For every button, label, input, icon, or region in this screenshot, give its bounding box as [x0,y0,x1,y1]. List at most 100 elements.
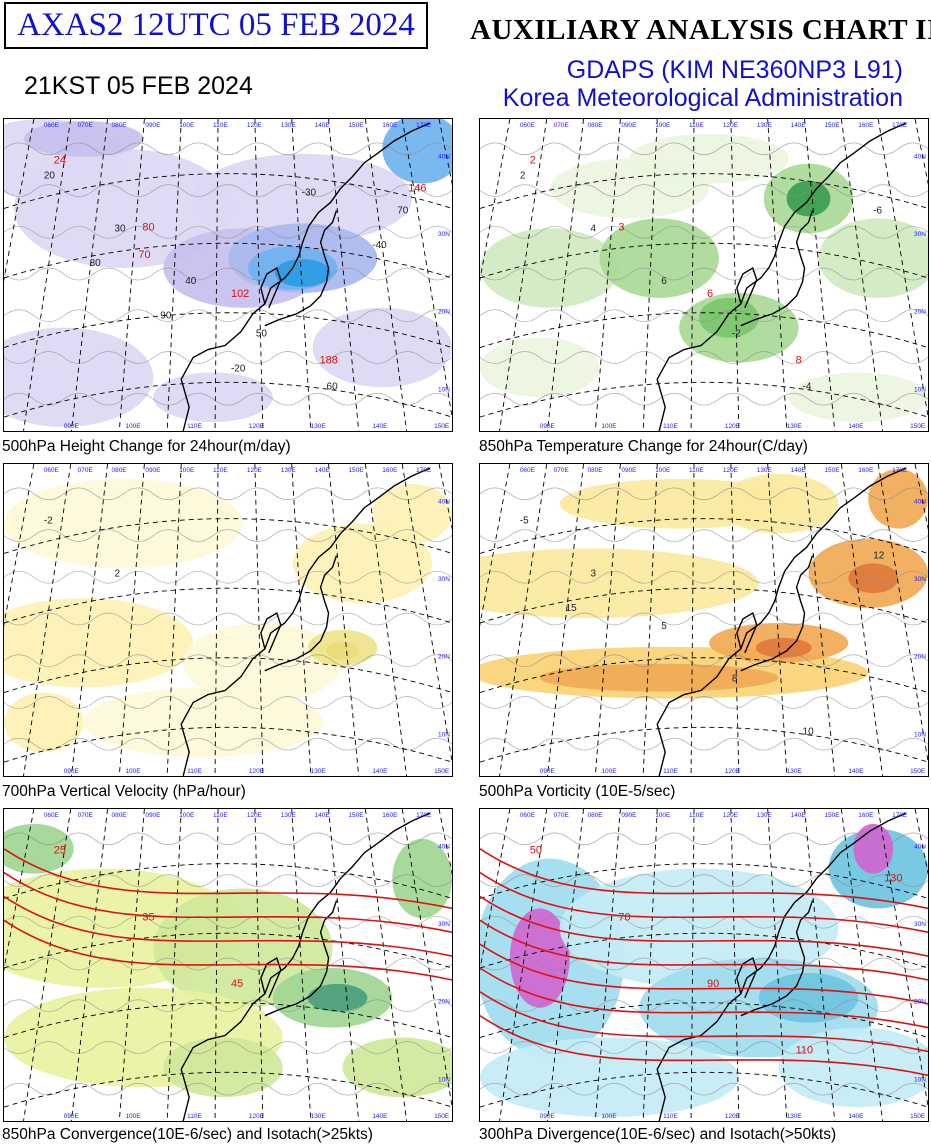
longitude-label: 130E [281,467,297,474]
longitude-label: 120E [249,768,265,775]
longitude-label: 140E [848,768,864,775]
contour-label-red: 8 [796,354,802,366]
latitude-label: 30N [914,921,926,928]
longitude-label: 080E [588,467,604,474]
longitude-label: 100E [179,467,195,474]
contour-label-red: 130 [884,873,902,885]
shaded-region [372,483,452,544]
contour-label: 8 [732,674,738,685]
shaded-region [4,692,84,753]
chart-code-box: AXAS2 12UTC 05 FEB 2024 [4,2,428,49]
shaded-region [312,307,452,388]
contour-label: -2 [44,516,53,527]
caption-convergence-isotach: 850hPa Convergence(10E-6/sec) and Isotac… [2,1126,373,1143]
longitude-label: 120E [725,1113,741,1120]
longitude-label: 170E [892,812,908,819]
longitude-label: 150E [434,423,450,430]
contour-label-red: 24 [54,155,66,167]
contour-label-red: 102 [231,288,249,300]
longitude-label: 150E [434,1113,450,1120]
longitude-label: 100E [125,768,141,775]
longitude-label: 150E [348,812,364,819]
contour-label: 50 [256,329,268,340]
shaded-region [392,838,452,919]
longitude-label: 080E [112,122,128,129]
shaded-region [848,563,899,594]
longitude-label: 110E [213,122,228,129]
longitude-label: 060E [44,812,60,819]
map-convergence-isotach: 060E 070E 080E 090E 100E 110E 120E 130E 140E 150E… [4,809,452,1121]
contour-label: 60 [327,381,339,392]
contour-label: 12 [873,550,885,561]
longitude-label: 140E [372,1113,388,1120]
longitude-label: 120E [723,812,739,819]
contour-label-red: 80 [142,221,154,233]
longitude-label: 150E [910,423,926,430]
longitude-label: 090E [64,423,80,430]
shaded-region [4,327,154,428]
longitude-label: 140E [848,1113,864,1120]
contour-label: 90 [160,311,172,322]
longitude-label: 090E [540,1113,556,1120]
longitude-label: 110E [187,423,202,430]
longitude-label: 110E [689,122,704,129]
latitude-label: 20N [914,999,926,1006]
longitude-label: 060E [520,812,536,819]
longitude-label: 150E [824,467,840,474]
contour-label: 30 [115,223,127,234]
longitude-label: 150E [824,812,840,819]
caption-temperature-change: 850hPa Temperature Change for 24hour(C/d… [479,438,808,455]
contour-label: -5 [520,516,529,527]
longitude-label: 100E [179,812,195,819]
contour-label: 70 [397,205,409,216]
longitude-label: 150E [910,768,926,775]
panel-temperature-change: 060E 070E 080E 090E 100E 110E 120E 130E 140E 150E… [479,118,929,432]
shaded-region [163,1037,283,1098]
chart-code: AXAS2 12UTC 05 FEB 2024 [17,7,415,43]
longitude-label: 090E [145,467,161,474]
contour-label: 2 [520,171,526,182]
contour-label: 40 [185,276,197,287]
shaded-region [480,228,620,308]
latitude-label: 40N [914,844,926,851]
latitude-label: 10N [914,386,926,393]
shaded-region [480,548,759,619]
longitude-label: 090E [621,122,637,129]
longitude-label: 140E [848,423,864,430]
contour-label: 15 [566,603,578,614]
longitude-label: 080E [112,812,128,819]
shaded-region [382,119,452,184]
latitude-label: 30N [438,576,450,583]
contour-label-red: 25 [54,845,66,857]
shaded-region [153,372,273,423]
contour-label-red: 90 [707,978,719,990]
latitude-label: 20N [438,309,450,316]
contour-label: -2 [732,329,741,340]
shaded-region [4,823,74,874]
longitude-label: 100E [601,1113,617,1120]
shaded-region [480,337,600,398]
longitude-label: 130E [281,122,297,129]
contour-label-red: 45 [231,978,243,990]
longitude-label: 110E [213,812,228,819]
longitude-label: 060E [44,467,60,474]
latitude-label: 10N [438,1076,450,1083]
longitude-label: 120E [247,122,263,129]
longitude-label: 070E [78,467,94,474]
longitude-label: 100E [125,423,141,430]
contour-label: 3 [591,568,597,579]
longitude-label: 150E [348,122,364,129]
latitude-label: 30N [914,231,926,238]
shaded-region [83,687,323,758]
panel-vertical-velocity: 060E 070E 080E 090E 100E 110E 120E 130E 140E 150E… [3,463,453,777]
longitude-label: 130E [787,423,803,430]
longitude-label: 140E [315,122,331,129]
shaded-region [539,663,779,692]
longitude-label: 110E [663,1113,678,1120]
longitude-label: 140E [791,122,807,129]
latitude-label: 20N [914,309,926,316]
shaded-region [818,218,928,298]
longitude-label: 130E [787,1113,803,1120]
longitude-label: 090E [145,812,161,819]
shaded-region [153,888,333,1008]
